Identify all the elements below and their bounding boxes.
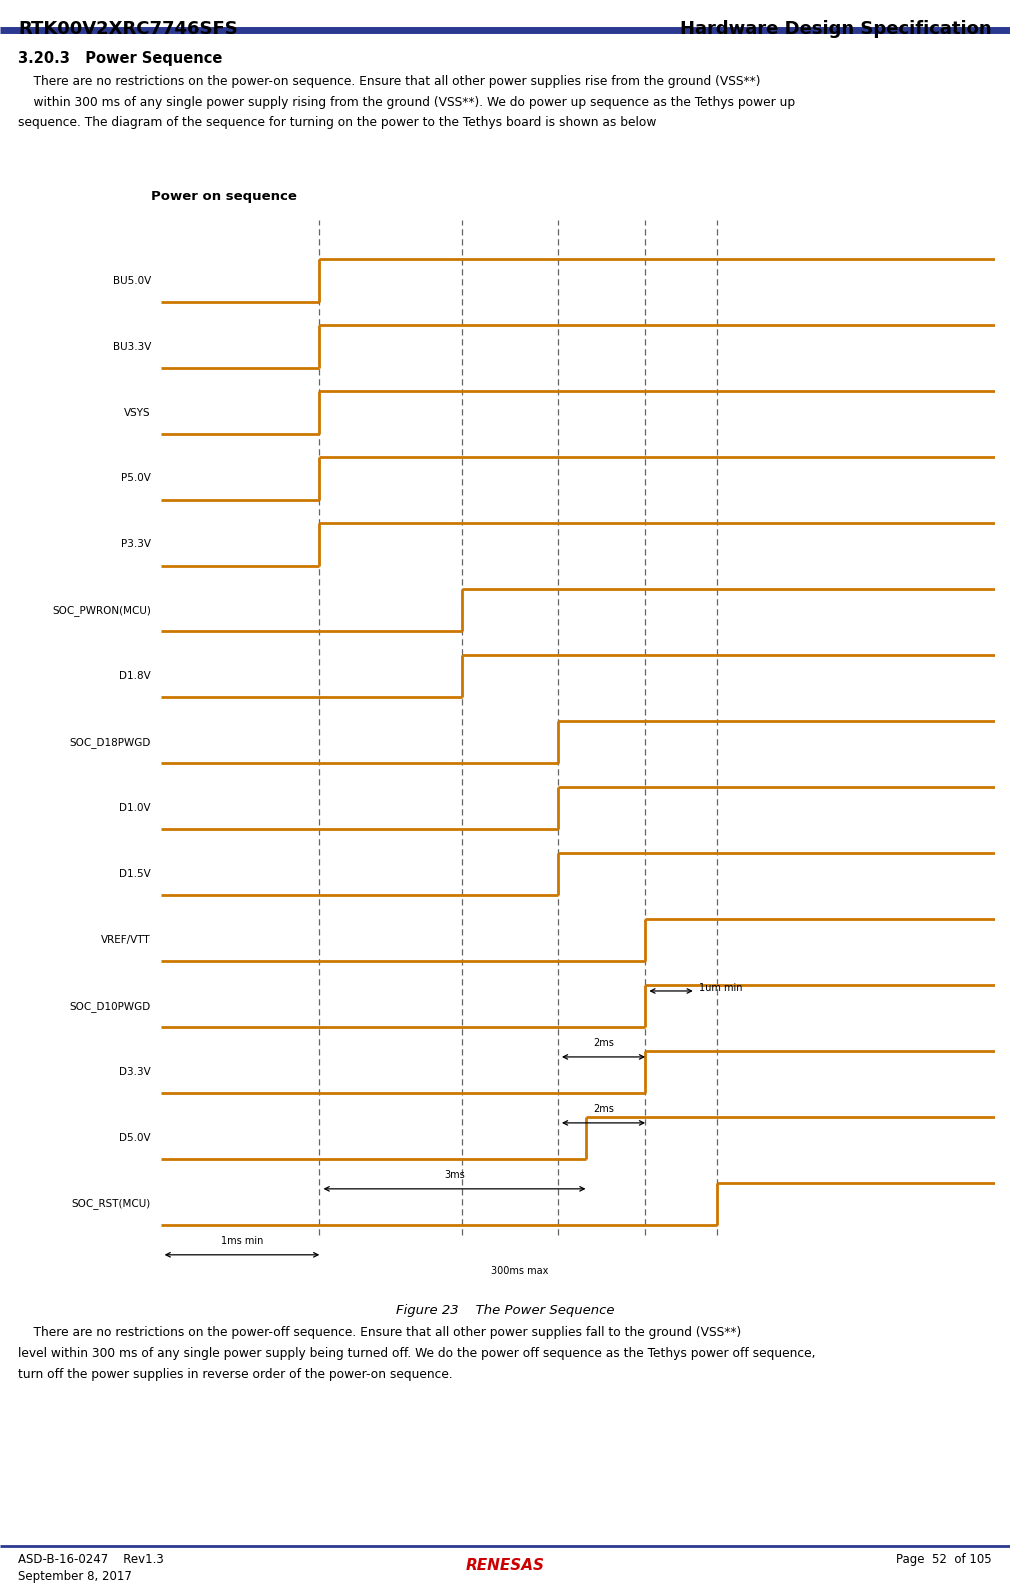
Text: Figure 23    The Power Sequence: Figure 23 The Power Sequence [396, 1304, 614, 1317]
Text: D1.0V: D1.0V [119, 803, 150, 813]
Text: RTK00V2XRC7746SFS: RTK00V2XRC7746SFS [18, 21, 238, 38]
Text: SOC_D18PWGD: SOC_D18PWGD [70, 736, 150, 748]
Text: 2ms: 2ms [593, 1038, 614, 1049]
Text: ASD-B-16-0247    Rev1.3: ASD-B-16-0247 Rev1.3 [18, 1553, 164, 1565]
Text: P3.3V: P3.3V [121, 539, 150, 550]
Text: within 300 ms of any single power supply rising from the ground (VSS**). We do p: within 300 ms of any single power supply… [18, 96, 795, 108]
Text: There are no restrictions on the power-on sequence. Ensure that all other power : There are no restrictions on the power-o… [18, 75, 761, 88]
Text: P5.0V: P5.0V [121, 473, 150, 483]
Text: 3.20.3   Power Sequence: 3.20.3 Power Sequence [18, 51, 222, 65]
Text: VREF/VTT: VREF/VTT [101, 936, 150, 945]
Text: level within 300 ms of any single power supply being turned off. We do the power: level within 300 ms of any single power … [18, 1347, 816, 1360]
Text: turn off the power supplies in reverse order of the power-on sequence.: turn off the power supplies in reverse o… [18, 1368, 452, 1380]
Text: D1.8V: D1.8V [119, 671, 150, 681]
Text: D3.3V: D3.3V [119, 1066, 150, 1078]
Text: VSYS: VSYS [124, 408, 150, 418]
Text: D1.5V: D1.5V [119, 869, 150, 880]
Text: SOC_RST(MCU): SOC_RST(MCU) [72, 1199, 150, 1210]
Text: 1ms min: 1ms min [221, 1237, 264, 1247]
Text: Power on sequence: Power on sequence [150, 190, 297, 204]
Text: sequence. The diagram of the sequence for turning on the power to the Tethys boa: sequence. The diagram of the sequence fo… [18, 116, 656, 129]
Text: Hardware Design Specification: Hardware Design Specification [680, 21, 992, 38]
Text: 1um min: 1um min [699, 983, 742, 993]
Text: 300ms max: 300ms max [492, 1266, 548, 1275]
Text: D5.0V: D5.0V [119, 1133, 150, 1143]
Text: RENESAS: RENESAS [466, 1557, 544, 1573]
Text: Page  52  of 105: Page 52 of 105 [896, 1553, 992, 1565]
Text: There are no restrictions on the power-off sequence. Ensure that all other power: There are no restrictions on the power-o… [18, 1326, 741, 1339]
Text: September 8, 2017: September 8, 2017 [18, 1570, 132, 1583]
Text: 2ms: 2ms [593, 1105, 614, 1114]
Text: BU3.3V: BU3.3V [112, 341, 150, 352]
Text: SOC_D10PWGD: SOC_D10PWGD [70, 1001, 150, 1012]
Text: 3ms: 3ms [444, 1170, 465, 1180]
Text: SOC_PWRON(MCU): SOC_PWRON(MCU) [53, 606, 150, 615]
Text: BU5.0V: BU5.0V [113, 276, 150, 285]
